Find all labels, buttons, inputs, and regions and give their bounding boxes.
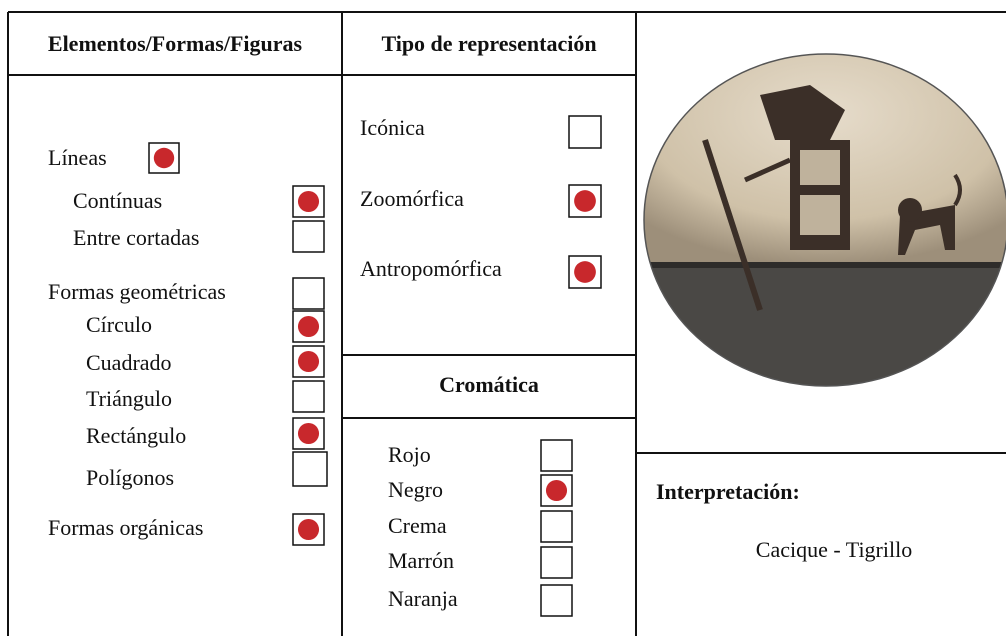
item-label: Círculo — [86, 312, 152, 337]
check-dot — [153, 147, 175, 169]
checkbox — [540, 546, 573, 579]
check-dot — [574, 261, 596, 283]
checkbox — [292, 220, 325, 253]
item-label: Líneas — [48, 145, 107, 170]
check-dot — [574, 190, 596, 212]
bowl-rim — [643, 53, 1006, 387]
item-label: Formas geométricas — [48, 279, 226, 304]
table-rules — [7, 11, 1006, 636]
check-dot — [545, 479, 568, 502]
column-header: Elementos/Formas/Figuras — [48, 31, 303, 56]
item-label: Contínuas — [73, 188, 162, 213]
check-dot — [297, 315, 320, 338]
checkbox — [292, 451, 328, 487]
item-label: Crema — [388, 513, 447, 538]
item-label: Icónica — [360, 115, 425, 140]
checkbox — [292, 380, 325, 413]
check-dot — [297, 350, 320, 373]
interpretation-title: Interpretación: — [656, 479, 800, 504]
checkbox — [292, 277, 325, 310]
item-label: Naranja — [388, 586, 458, 611]
item-label: Cuadrado — [86, 350, 172, 375]
item-label: Zoomórfica — [360, 186, 464, 211]
checkbox — [568, 115, 602, 149]
check-dot — [297, 518, 320, 541]
item-label: Polígonos — [86, 465, 174, 490]
checkbox — [540, 510, 573, 543]
interpretation-text: Cacique - Tigrillo — [756, 537, 912, 562]
checkbox — [540, 584, 573, 617]
item-label: Marrón — [388, 548, 454, 573]
item-label: Rojo — [388, 442, 431, 467]
item-label: Triángulo — [86, 386, 172, 411]
item-label: Antropomórfica — [360, 256, 502, 281]
column-header: Tipo de representación — [381, 31, 596, 56]
section-header: Cromática — [439, 372, 539, 397]
checkbox — [540, 439, 573, 472]
item-label: Negro — [388, 477, 443, 502]
item-label: Rectángulo — [86, 423, 186, 448]
check-dot — [297, 190, 320, 213]
check-dot — [297, 422, 320, 445]
item-label: Entre cortadas — [73, 225, 199, 250]
item-label: Formas orgánicas — [48, 515, 203, 540]
